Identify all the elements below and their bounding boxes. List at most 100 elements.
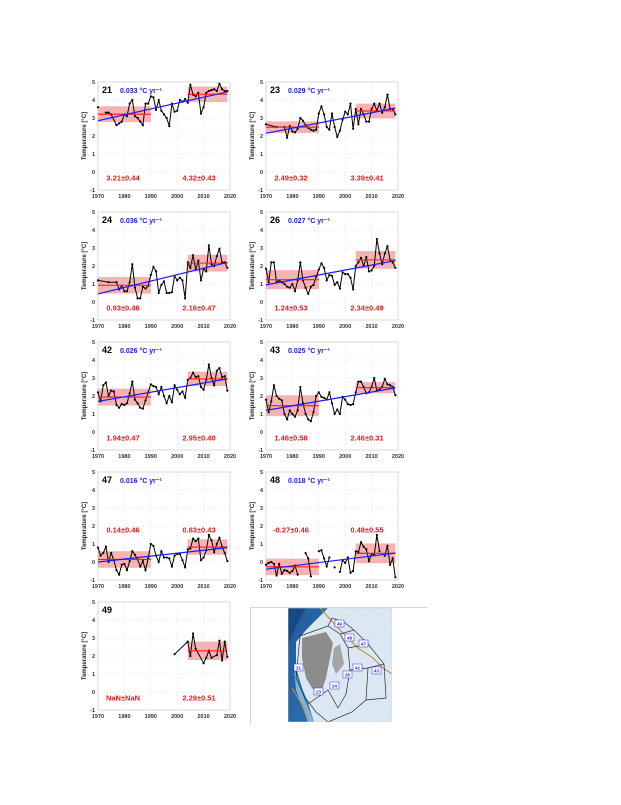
y-tick-label: 2	[260, 524, 263, 530]
y-axis-label: Temperature [°C]	[250, 502, 256, 550]
data-point	[118, 406, 121, 409]
data-point	[152, 544, 155, 547]
data-point	[199, 385, 203, 389]
data-point	[202, 662, 205, 665]
data-point	[160, 550, 163, 553]
data-point	[226, 655, 229, 658]
period2-stat-label: 2.16±0.47	[182, 303, 215, 312]
data-point	[309, 575, 312, 578]
svg-text:24: 24	[332, 684, 338, 689]
data-point	[370, 107, 373, 111]
data-point	[205, 270, 208, 273]
chart-panel-42: 1970 1980 1990 2000 2010 2020 -1 0 1 2 3 4 5 Temperat…	[78, 336, 246, 466]
data-point	[330, 274, 334, 277]
data-point	[336, 281, 339, 284]
period2-stat-label: 0.83±0.43	[182, 526, 215, 535]
trend-rate-label: 0.036 °C yr⁻¹	[120, 217, 163, 225]
data-point	[336, 135, 339, 138]
data-point	[215, 654, 218, 657]
y-axis-label: Temperature [°C]	[82, 372, 88, 420]
data-point	[160, 109, 163, 112]
data-point	[197, 537, 200, 540]
x-tick-label: 2020	[392, 454, 404, 460]
data-point	[370, 269, 373, 272]
period2-stat-label: 4.32±0.43	[182, 173, 215, 182]
data-point	[118, 122, 121, 125]
data-series-line	[265, 377, 396, 423]
data-point	[264, 398, 268, 401]
svg-text:47: 47	[361, 642, 367, 647]
region-id: 21	[102, 85, 112, 95]
data-point	[317, 112, 320, 115]
data-point	[330, 402, 334, 405]
data-point	[317, 268, 320, 271]
x-tick-label: 1980	[118, 194, 130, 200]
y-tick-label: -1	[90, 188, 95, 194]
data-point	[139, 565, 142, 568]
data-point	[283, 412, 286, 416]
data-point	[365, 548, 368, 551]
data-point	[378, 550, 381, 553]
x-tick-label: 2000	[339, 454, 351, 460]
x-tick-label: 1990	[145, 714, 157, 720]
y-tick-label: 4	[92, 98, 96, 104]
data-point	[149, 383, 152, 386]
data-point	[367, 120, 371, 123]
y-tick-label: 2	[92, 654, 95, 660]
data-point	[359, 541, 363, 544]
map-label-49: 49	[334, 619, 345, 628]
data-point	[205, 656, 208, 659]
chart-panel-24: 1970 1980 1990 2000 2010 2020 -1 0 1 2 3 4 5 Temperat…	[78, 206, 246, 336]
y-tick-label: 0	[92, 300, 95, 306]
data-point	[322, 266, 326, 269]
x-tick-label: 2020	[392, 194, 404, 200]
data-point	[328, 556, 331, 559]
y-axis-label: Temperature [°C]	[250, 372, 256, 420]
y-tick-label: 5	[260, 470, 263, 476]
data-point	[357, 380, 360, 383]
data-point	[213, 384, 216, 387]
data-point	[170, 565, 174, 568]
data-point	[168, 291, 171, 295]
data-point	[391, 557, 394, 560]
data-point	[386, 93, 389, 96]
data-point	[322, 396, 326, 399]
data-point	[168, 394, 171, 398]
data-point	[131, 263, 134, 266]
period1-stat-label: 1.94±0.47	[106, 433, 139, 442]
period1-stat-label: 3.21±0.44	[106, 173, 140, 182]
data-point	[264, 563, 268, 566]
data-point	[125, 569, 129, 572]
data-point	[136, 297, 139, 300]
data-point	[197, 375, 200, 378]
data-point	[386, 383, 389, 386]
data-point	[336, 408, 339, 411]
x-tick-label: 2000	[339, 194, 351, 200]
x-tick-label: 2020	[392, 584, 404, 590]
data-point	[220, 88, 224, 91]
data-point	[218, 82, 221, 85]
trend-rate-label: 0.026 °C yr⁻¹	[120, 347, 163, 355]
x-tick-label: 1990	[145, 454, 157, 460]
data-point	[133, 553, 137, 556]
y-axis-label: Temperature [°C]	[82, 242, 88, 290]
data-point	[104, 111, 108, 114]
data-point	[346, 403, 349, 406]
data-point	[226, 389, 229, 392]
data-point	[144, 287, 147, 290]
data-point	[178, 98, 181, 102]
data-point	[394, 394, 397, 397]
x-tick-label: 2010	[197, 714, 209, 720]
data-point	[120, 403, 123, 406]
y-tick-label: 1	[92, 282, 95, 288]
data-point	[168, 557, 171, 560]
data-point	[299, 385, 302, 389]
data-point	[338, 129, 342, 132]
y-tick-label: 1	[92, 412, 95, 418]
data-point	[141, 560, 144, 563]
data-point	[220, 659, 224, 662]
x-tick-label: 1980	[118, 584, 130, 590]
trend-line	[265, 552, 396, 570]
data-point	[215, 542, 218, 546]
data-point	[386, 544, 389, 547]
